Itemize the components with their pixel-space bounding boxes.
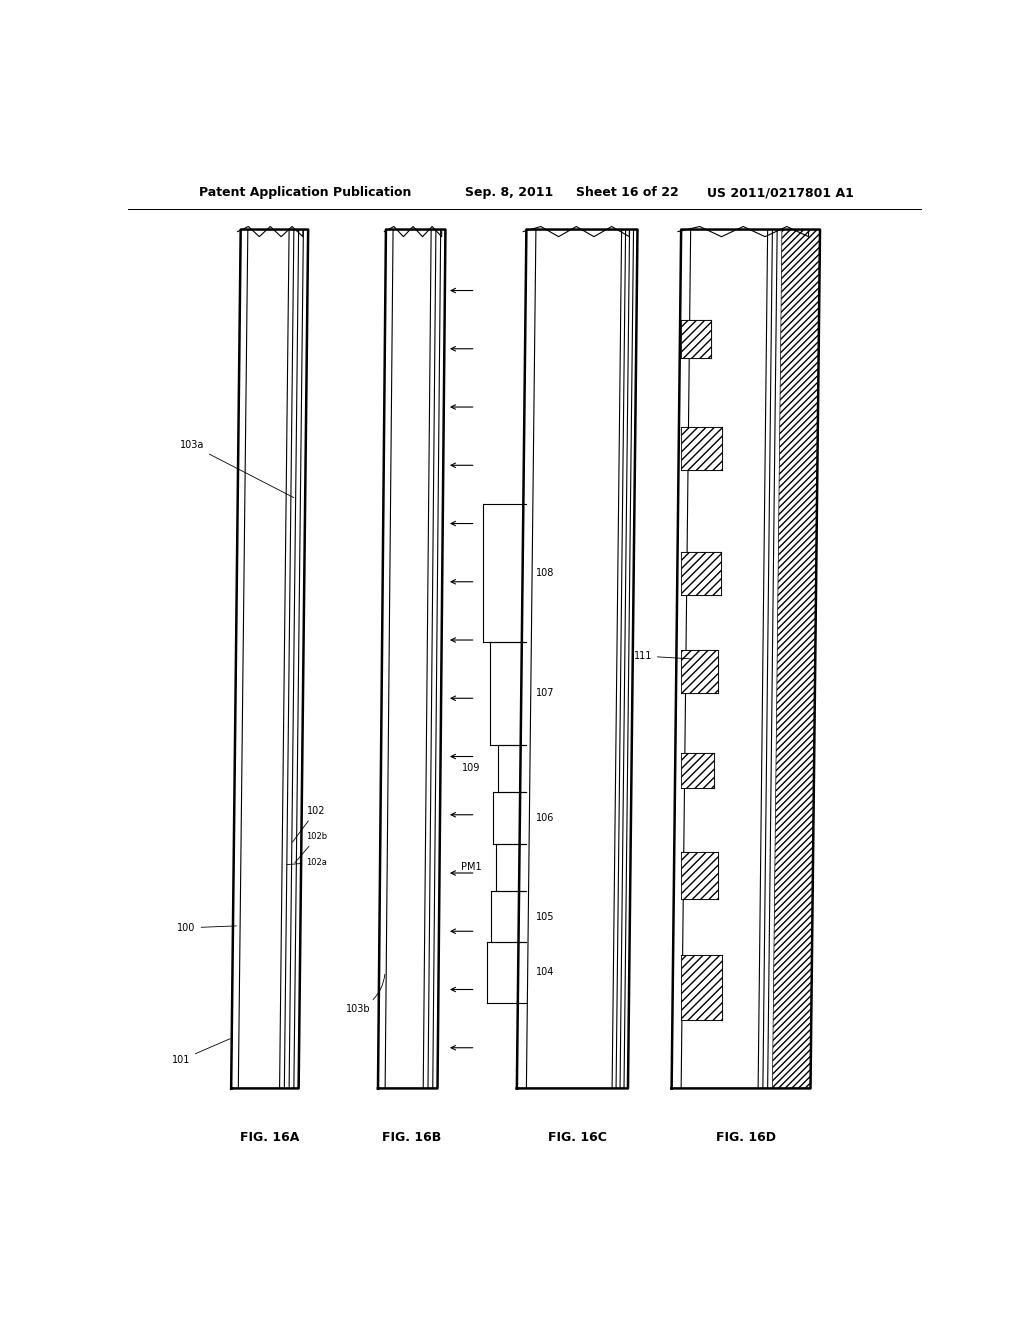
Text: 106: 106 [536,813,554,822]
Polygon shape [681,428,722,470]
Text: 100: 100 [177,923,237,933]
Text: 102b: 102b [295,833,328,863]
Polygon shape [681,651,718,693]
Text: 105: 105 [536,912,554,921]
Text: 102: 102 [293,807,325,842]
Text: Patent Application Publication: Patent Application Publication [200,186,412,199]
Text: FIG. 16B: FIG. 16B [382,1131,441,1143]
Text: 104: 104 [536,968,554,978]
Text: FIG. 16A: FIG. 16A [240,1131,299,1143]
Text: 109: 109 [462,763,480,774]
Text: 103a: 103a [179,440,294,498]
Text: 102a: 102a [287,858,328,867]
Polygon shape [681,853,718,899]
Polygon shape [681,754,715,788]
Text: PM1: PM1 [461,862,481,873]
Text: 101: 101 [172,1039,230,1065]
Text: 111: 111 [634,651,690,661]
Text: 108: 108 [536,568,554,578]
Text: Sep. 8, 2011: Sep. 8, 2011 [465,186,554,199]
Text: 103b: 103b [346,974,385,1014]
Text: FIG. 16C: FIG. 16C [548,1131,606,1143]
Polygon shape [681,552,721,594]
Text: Sheet 16 of 22: Sheet 16 of 22 [577,186,679,199]
Polygon shape [772,230,820,1089]
Text: 107: 107 [536,688,554,698]
Polygon shape [681,319,712,358]
Text: US 2011/0217801 A1: US 2011/0217801 A1 [708,186,854,199]
Polygon shape [681,956,722,1019]
Text: FIG. 16D: FIG. 16D [716,1131,776,1143]
